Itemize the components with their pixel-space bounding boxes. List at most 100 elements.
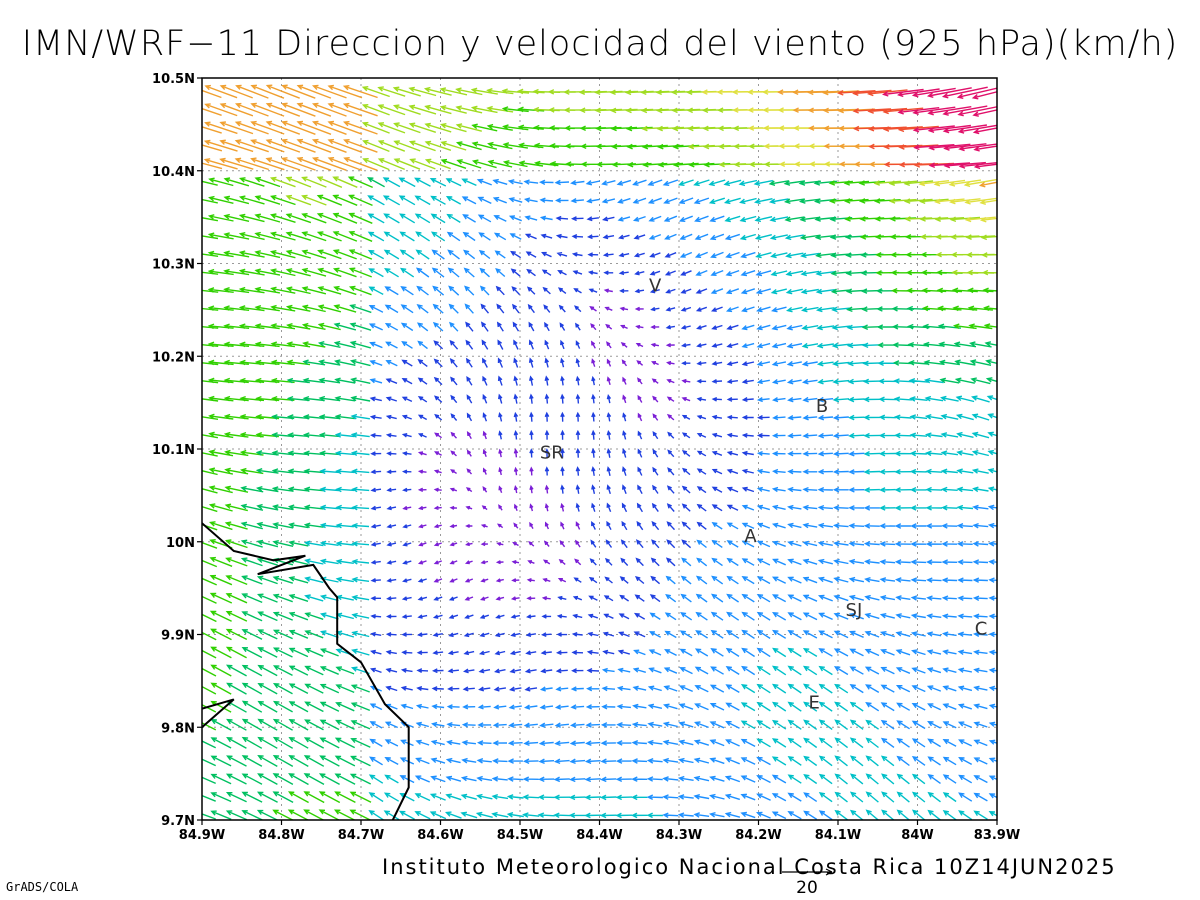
wind-arrow xyxy=(635,324,644,330)
wind-arrow xyxy=(831,342,850,349)
wind-arrow xyxy=(664,649,677,657)
wind-arrow xyxy=(652,448,659,458)
wind-arrow xyxy=(831,360,850,367)
wind-arrow xyxy=(319,594,339,602)
wind-arrow xyxy=(973,739,988,747)
wind-arrow xyxy=(770,288,787,295)
wind-arrow xyxy=(942,809,957,820)
wind-arrow xyxy=(301,176,327,188)
wind-arrow xyxy=(942,756,957,766)
wind-arrow xyxy=(478,232,491,241)
wind-arrow xyxy=(664,233,677,240)
wind-arrow xyxy=(288,754,309,768)
wind-arrow xyxy=(663,197,678,204)
wind-arrow xyxy=(386,523,397,529)
wind-arrow xyxy=(414,811,431,820)
wind-arrow xyxy=(401,378,413,385)
wind-arrow xyxy=(370,505,382,511)
wind-arrow xyxy=(667,431,675,439)
wind-arrow xyxy=(523,722,538,728)
wind-arrow xyxy=(480,560,489,565)
wind-arrow xyxy=(476,793,493,800)
wind-arrow xyxy=(711,378,723,384)
wind-arrow xyxy=(401,614,412,619)
wind-arrow xyxy=(527,303,535,314)
wind-arrow xyxy=(560,357,565,368)
wind-arrow xyxy=(317,286,342,295)
wind-arrow xyxy=(911,791,926,803)
wind-arrow xyxy=(878,396,897,403)
wind-arrow xyxy=(430,775,446,783)
wind-arrow xyxy=(710,251,724,259)
wind-arrow xyxy=(399,267,415,278)
wind-arrow xyxy=(972,522,989,529)
wind-arrow xyxy=(726,361,739,366)
wind-arrow xyxy=(618,252,630,258)
wind-arrow xyxy=(385,414,397,420)
wind-arrow xyxy=(318,809,341,820)
wind-arrow xyxy=(450,431,458,439)
wind-arrow xyxy=(256,575,278,585)
wind-arrow xyxy=(694,215,709,223)
wind-arrow xyxy=(954,377,975,384)
wind-arrow xyxy=(785,306,803,313)
wind-arrow xyxy=(560,502,565,512)
wind-arrow xyxy=(386,578,397,583)
wind-arrow xyxy=(726,450,739,456)
wind-arrow xyxy=(724,775,741,783)
wind-arrow xyxy=(544,429,550,440)
wind-arrow xyxy=(514,503,518,511)
wind-arrow xyxy=(787,432,802,439)
wind-arrow xyxy=(909,486,927,493)
wind-arrow xyxy=(802,414,818,421)
wind-arrow xyxy=(234,121,269,135)
wind-arrow xyxy=(651,539,660,549)
wind-arrow xyxy=(288,576,309,584)
wind-arrow xyxy=(771,486,786,493)
wind-arrow xyxy=(693,775,710,782)
wind-arrow xyxy=(637,448,643,458)
wind-arrow xyxy=(972,577,988,583)
wind-arrow xyxy=(544,339,550,350)
wind-arrow xyxy=(652,466,659,476)
wind-arrow xyxy=(272,575,294,584)
wind-arrow xyxy=(316,212,342,224)
wind-arrow xyxy=(434,432,442,439)
wind-arrow xyxy=(432,614,443,619)
wind-arrow xyxy=(622,394,627,404)
wind-arrow xyxy=(601,667,615,673)
wind-arrow xyxy=(433,376,443,386)
wind-arrow xyxy=(933,198,965,205)
wind-arrow xyxy=(695,269,708,276)
wind-arrow xyxy=(877,378,897,385)
wind-arrow xyxy=(677,775,694,782)
wind-arrow xyxy=(756,576,771,585)
wind-arrow xyxy=(207,305,234,311)
map-title: IMN/WRF−11 Direccion y velocidad del vie… xyxy=(21,24,1179,64)
wind-arrow xyxy=(625,107,654,114)
wind-arrow xyxy=(573,288,582,294)
wind-arrow xyxy=(335,540,354,547)
wind-arrow xyxy=(369,703,383,711)
wind-arrow xyxy=(465,339,474,350)
wind-arrow xyxy=(710,288,724,294)
y-tick-label: 9.7N xyxy=(161,814,195,829)
wind-arrow xyxy=(896,791,910,803)
wind-arrow xyxy=(834,773,848,785)
wind-arrow xyxy=(287,486,309,492)
wind-arrow xyxy=(560,411,565,422)
wind-arrow xyxy=(680,575,692,585)
wind-arrow xyxy=(349,322,372,331)
wind-arrow xyxy=(554,704,569,710)
wind-arrow xyxy=(377,158,405,171)
wind-arrow xyxy=(351,486,370,493)
wind-arrow xyxy=(833,648,849,657)
wind-arrow xyxy=(665,324,676,330)
wind-arrow xyxy=(663,215,678,222)
wind-arrow xyxy=(508,197,523,203)
wind-arrow xyxy=(385,667,398,673)
wind-arrow xyxy=(384,739,399,747)
wind-arrow xyxy=(529,411,534,422)
wind-arrow xyxy=(385,614,397,619)
wind-arrow xyxy=(513,430,519,440)
